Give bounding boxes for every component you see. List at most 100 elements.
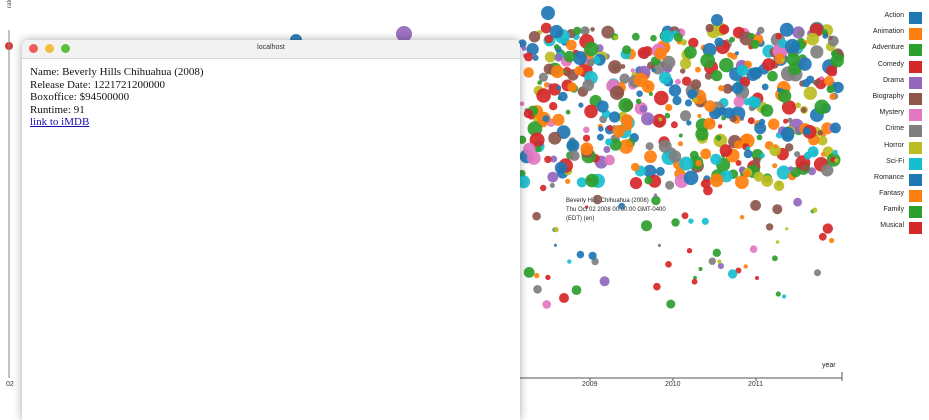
movie-bubble[interactable] <box>772 204 783 215</box>
movie-bubble[interactable] <box>795 102 801 109</box>
movie-bubble[interactable] <box>735 175 749 190</box>
movie-bubble[interactable] <box>772 163 778 169</box>
movie-bubble[interactable] <box>727 52 733 58</box>
movie-bubble[interactable] <box>740 134 751 146</box>
movie-bubble[interactable] <box>769 144 781 157</box>
movie-bubble[interactable] <box>802 79 811 88</box>
movie-bubble[interactable] <box>604 154 615 166</box>
movie-bubble[interactable] <box>701 217 709 225</box>
movie-bubble[interactable] <box>814 99 830 115</box>
movie-bubble[interactable] <box>817 129 824 136</box>
movie-bubble[interactable] <box>735 51 739 56</box>
imdb-link[interactable]: link to iMDB <box>30 116 90 128</box>
movie-bubble[interactable] <box>719 24 730 35</box>
movie-bubble[interactable] <box>596 133 604 141</box>
movie-bubble[interactable] <box>639 105 648 113</box>
movie-bubble[interactable] <box>526 43 539 56</box>
movie-bubble[interactable] <box>565 109 571 115</box>
movie-bubble[interactable] <box>673 32 683 43</box>
movie-bubble[interactable] <box>607 125 613 131</box>
movie-bubble[interactable] <box>717 259 722 264</box>
movie-bubble[interactable] <box>705 23 714 33</box>
movie-bubble[interactable] <box>688 218 694 224</box>
movie-bubble[interactable] <box>797 29 805 37</box>
movie-bubble[interactable] <box>750 67 763 79</box>
movie-bubble[interactable] <box>518 39 527 48</box>
movie-bubble[interactable] <box>717 262 725 270</box>
movie-bubble[interactable] <box>544 34 554 44</box>
movie-bubble[interactable] <box>653 282 661 291</box>
movie-bubble[interactable] <box>668 150 682 163</box>
movie-bubble[interactable] <box>788 166 794 172</box>
movie-bubble[interactable] <box>523 67 534 78</box>
movie-bubble[interactable] <box>826 65 838 77</box>
movie-bubble[interactable] <box>569 150 580 161</box>
movie-bubble[interactable] <box>832 149 838 155</box>
movie-bubble[interactable] <box>541 6 555 20</box>
movie-bubble[interactable] <box>781 100 797 115</box>
movie-bubble[interactable] <box>710 153 722 165</box>
movie-bubble[interactable] <box>693 275 697 280</box>
movie-bubble[interactable] <box>785 227 789 231</box>
movie-bubble[interactable] <box>768 118 780 130</box>
movie-bubble[interactable] <box>750 39 760 49</box>
movie-bubble[interactable] <box>719 57 734 73</box>
movie-bubble[interactable] <box>584 41 599 57</box>
movie-bubble[interactable] <box>636 90 643 97</box>
movie-bubble[interactable] <box>772 255 778 262</box>
movie-bubble[interactable] <box>598 126 604 132</box>
movie-bubble[interactable] <box>618 139 634 154</box>
movie-bubble[interactable] <box>609 111 621 123</box>
movie-bubble[interactable] <box>743 98 751 106</box>
movie-bubble[interactable] <box>670 121 678 129</box>
movie-bubble[interactable] <box>703 185 713 196</box>
movie-bubble[interactable] <box>620 114 634 127</box>
movie-bubble[interactable] <box>802 127 811 136</box>
movie-bubble[interactable] <box>630 68 635 73</box>
movie-bubble[interactable] <box>722 83 733 94</box>
movie-bubble[interactable] <box>736 64 749 77</box>
movie-bubble[interactable] <box>717 124 723 129</box>
movie-bubble[interactable] <box>637 47 650 59</box>
movie-bubble[interactable] <box>698 266 703 272</box>
movie-bubble[interactable] <box>657 243 662 247</box>
movie-bubble[interactable] <box>803 86 817 100</box>
movie-bubble[interactable] <box>703 117 716 130</box>
movie-bubble[interactable] <box>810 45 824 59</box>
movie-bubble[interactable] <box>540 184 547 192</box>
movie-bubble[interactable] <box>734 140 743 150</box>
movie-bubble[interactable] <box>817 135 828 146</box>
movie-bubble[interactable] <box>658 117 663 122</box>
movie-bubble[interactable] <box>527 121 543 136</box>
movie-bubble[interactable] <box>521 46 527 51</box>
movie-bubble[interactable] <box>691 278 698 285</box>
movie-bubble[interactable] <box>519 101 525 106</box>
movie-bubble[interactable] <box>643 164 657 178</box>
movie-bubble[interactable] <box>704 100 716 112</box>
movie-bubble[interactable] <box>603 146 611 153</box>
movie-bubble[interactable] <box>644 150 657 164</box>
movie-bubble[interactable] <box>558 91 568 102</box>
movie-bubble[interactable] <box>775 291 781 297</box>
movie-bubble[interactable] <box>813 79 820 86</box>
movie-bubble[interactable] <box>759 118 766 125</box>
movie-bubble[interactable] <box>612 124 625 138</box>
movie-bubble[interactable] <box>821 164 834 177</box>
movie-bubble[interactable] <box>753 171 764 182</box>
movie-bubble[interactable] <box>697 113 702 119</box>
movie-bubble[interactable] <box>533 285 542 294</box>
movie-bubble[interactable] <box>548 131 562 145</box>
movie-bubble[interactable] <box>573 26 582 35</box>
movie-bubble[interactable] <box>532 211 541 221</box>
movie-bubble[interactable] <box>542 115 550 123</box>
movie-bubble[interactable] <box>719 144 733 157</box>
movie-bubble[interactable] <box>830 54 844 68</box>
movie-bubble[interactable] <box>630 162 640 172</box>
movie-bubble[interactable] <box>727 269 738 279</box>
movie-bubble[interactable] <box>650 34 657 42</box>
movie-bubble[interactable] <box>803 151 812 160</box>
movie-bubble[interactable] <box>718 85 725 92</box>
window-titlebar[interactable]: localhost <box>22 40 520 59</box>
movie-bubble[interactable] <box>660 30 674 43</box>
movie-bubble[interactable] <box>574 66 584 76</box>
